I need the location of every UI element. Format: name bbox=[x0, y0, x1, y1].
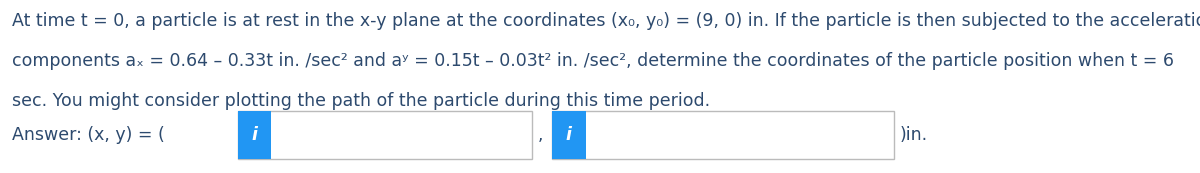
Text: sec. You might consider plotting the path of the particle during this time perio: sec. You might consider plotting the pat… bbox=[12, 92, 710, 110]
Text: At time t = 0, a particle is at rest in the x-y plane at the coordinates (x₀, y₀: At time t = 0, a particle is at rest in … bbox=[12, 12, 1200, 30]
FancyBboxPatch shape bbox=[552, 111, 894, 159]
Text: ,: , bbox=[538, 126, 544, 144]
FancyBboxPatch shape bbox=[552, 111, 586, 159]
Text: )in.: )in. bbox=[900, 126, 928, 144]
Text: i: i bbox=[252, 126, 258, 144]
Text: components aₓ = 0.64 – 0.33t in. /sec² and aʸ = 0.15t – 0.03t² in. /sec², determ: components aₓ = 0.64 – 0.33t in. /sec² a… bbox=[12, 52, 1174, 70]
FancyBboxPatch shape bbox=[238, 111, 532, 159]
Text: Answer: (x, y) = (: Answer: (x, y) = ( bbox=[12, 126, 164, 144]
Text: i: i bbox=[566, 126, 572, 144]
FancyBboxPatch shape bbox=[238, 111, 271, 159]
